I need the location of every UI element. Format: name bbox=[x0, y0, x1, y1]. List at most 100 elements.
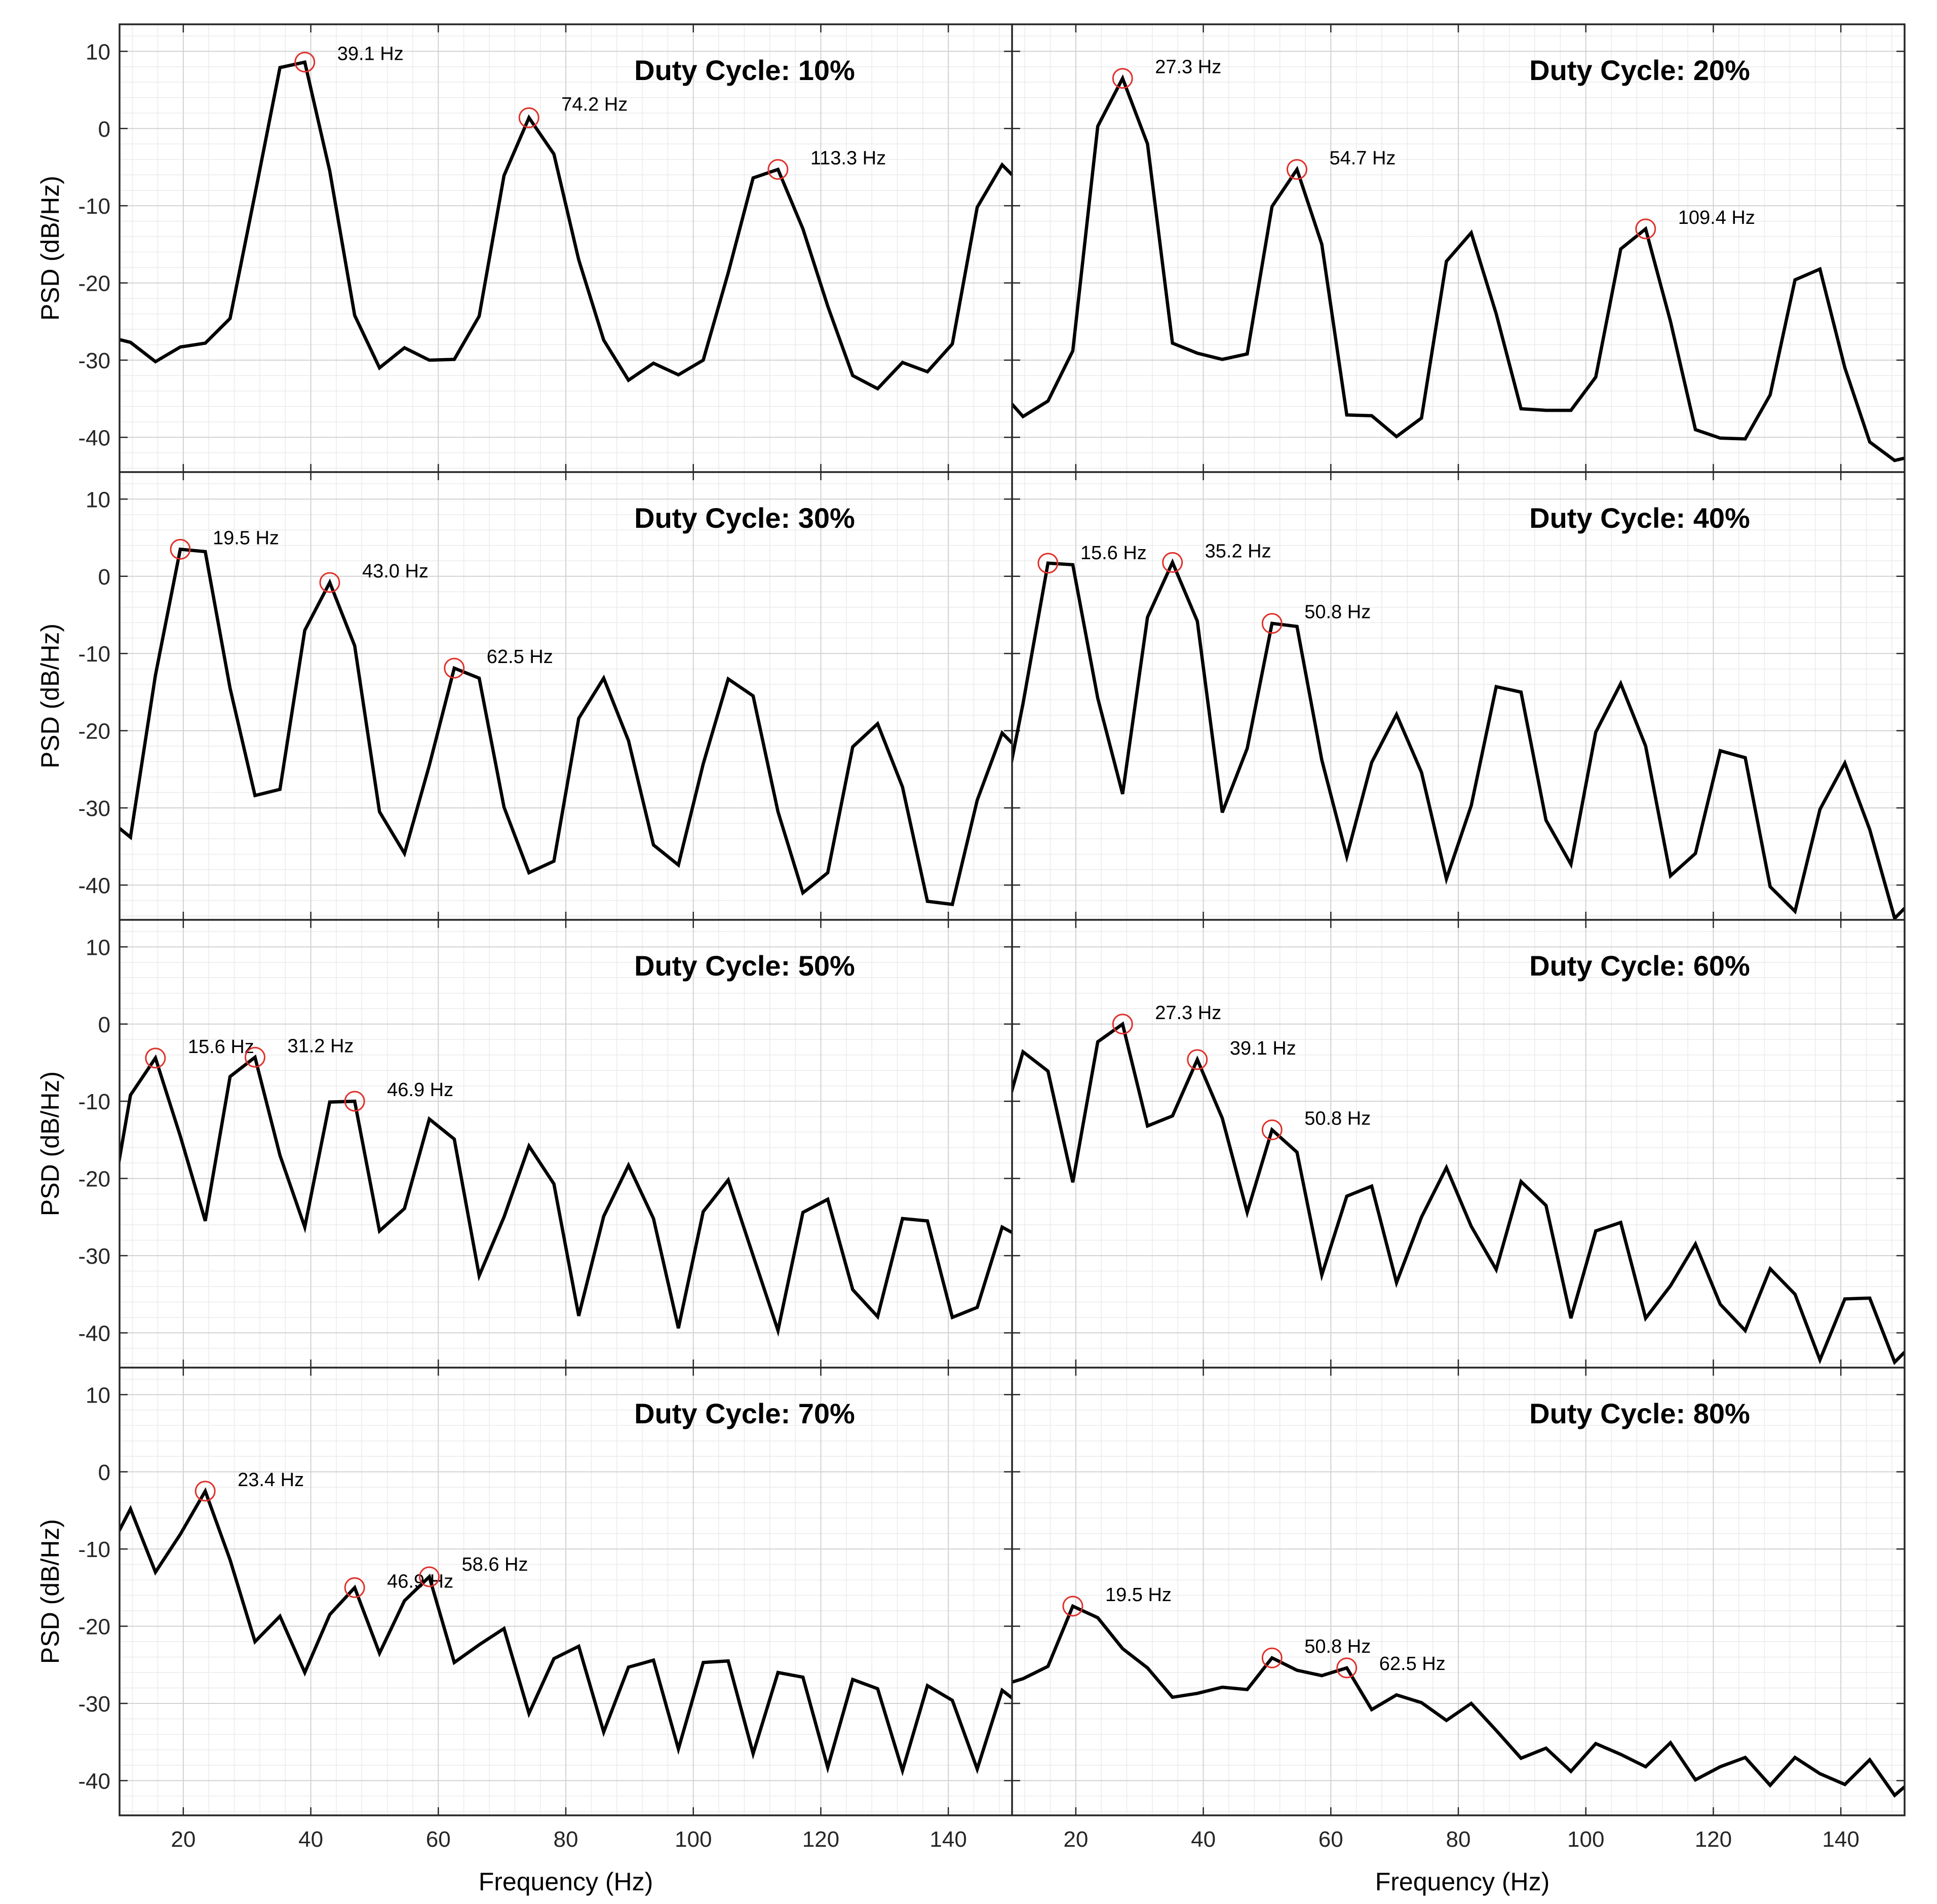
peak-label: 31.2 Hz bbox=[287, 1035, 354, 1057]
y-tick-label: -40 bbox=[78, 1321, 110, 1346]
major-grid bbox=[1012, 472, 1905, 920]
panel-duty-6: 27.3 Hz 39.1 Hz 50.8 Hz Duty Cycle: 60% bbox=[1012, 920, 1905, 1368]
y-tick-label: -20 bbox=[78, 1615, 110, 1640]
y-tick-label: -30 bbox=[78, 348, 110, 373]
peak-label: 35.2 Hz bbox=[1205, 540, 1271, 562]
peak-marker bbox=[1261, 1119, 1283, 1141]
y-tick-label: 10 bbox=[86, 935, 110, 960]
peak-marker bbox=[1037, 553, 1059, 574]
major-grid bbox=[120, 472, 1012, 920]
peak-label: 109.4 Hz bbox=[1678, 207, 1755, 228]
peak-label: 50.8 Hz bbox=[1304, 1636, 1371, 1657]
psd-series-line bbox=[1012, 1021, 1905, 1366]
panel-duty-8: 19.5 Hz 50.8 Hz 62.5 Hz Duty Cycle: 80% 20 40… bbox=[1012, 1368, 1905, 1852]
y-tick-label: -40 bbox=[78, 873, 110, 898]
y-axis-label: PSD (dB/Hz) bbox=[36, 176, 64, 321]
peak-label: 50.8 Hz bbox=[1304, 1108, 1371, 1130]
peak-label: 50.8 Hz bbox=[1304, 602, 1371, 623]
peak-marker bbox=[344, 1577, 365, 1598]
peak-label: 58.6 Hz bbox=[462, 1554, 528, 1575]
peak-marker bbox=[344, 1091, 365, 1112]
x-tick-label: 100 bbox=[1567, 1827, 1604, 1852]
x-axis-label-right: Frequency (Hz) bbox=[1375, 1868, 1550, 1896]
y-tick-label: -20 bbox=[78, 719, 110, 744]
ticks bbox=[1012, 1368, 1905, 1815]
peak-label: 27.3 Hz bbox=[1155, 1002, 1221, 1024]
peak-marker bbox=[319, 572, 340, 593]
peak-marker bbox=[1286, 159, 1307, 180]
panel-title: Duty Cycle: 60% bbox=[1529, 950, 1750, 982]
panel-title: Duty Cycle: 80% bbox=[1529, 1397, 1750, 1429]
ticks bbox=[1012, 24, 1905, 472]
psd-series-line bbox=[120, 547, 1012, 907]
y-tick-label: -30 bbox=[78, 1244, 110, 1269]
peak-marker bbox=[444, 657, 465, 679]
ticks bbox=[120, 920, 1012, 1368]
psd-series-line bbox=[120, 1054, 1012, 1337]
y-tick-label: -10 bbox=[78, 642, 110, 667]
psd-series-line bbox=[1012, 1604, 1905, 1798]
x-tick-label: 80 bbox=[554, 1827, 578, 1852]
peak-label: 19.5 Hz bbox=[1105, 1584, 1172, 1606]
y-tick-label: 0 bbox=[98, 565, 110, 590]
minor-grid bbox=[1012, 472, 1905, 920]
peak-marker bbox=[518, 107, 539, 128]
panel-title: Duty Cycle: 70% bbox=[634, 1397, 855, 1429]
y-tick-label: 0 bbox=[98, 117, 110, 142]
y-tick-label: -10 bbox=[78, 194, 110, 219]
psd-series-line bbox=[120, 1487, 1012, 1776]
peak-label: 15.6 Hz bbox=[1080, 542, 1147, 564]
peak-marker bbox=[1635, 218, 1656, 240]
y-axis-label: PSD (dB/Hz) bbox=[36, 1071, 64, 1216]
x-tick-label: 140 bbox=[929, 1827, 966, 1852]
x-axis-label-left: Frequency (Hz) bbox=[479, 1868, 653, 1896]
panel-duty-4: 15.6 Hz 35.2 Hz 50.8 Hz Duty Cycle: 40% bbox=[1012, 472, 1905, 920]
y-tick-label: -20 bbox=[78, 271, 110, 296]
ticks bbox=[1012, 472, 1905, 920]
peak-label: 15.6 Hz bbox=[188, 1036, 254, 1058]
y-axis-label: PSD (dB/Hz) bbox=[36, 1519, 64, 1664]
panel-duty-2: 27.3 Hz 54.7 Hz 109.4 Hz Duty Cycle: 20% bbox=[1012, 24, 1905, 472]
y-tick-label: -10 bbox=[78, 1090, 110, 1114]
frame bbox=[119, 23, 1906, 1816]
peak-marker bbox=[1162, 552, 1183, 573]
peak-marker bbox=[1112, 1014, 1133, 1035]
y-tick-label: -10 bbox=[78, 1537, 110, 1562]
panel-duty-3: 19.5 Hz 43.0 Hz 62.5 Hz Duty Cycle: 30% 10 0 -… bbox=[36, 472, 1012, 920]
peak-marker bbox=[244, 1046, 265, 1068]
y-tick-label: 10 bbox=[86, 40, 110, 64]
x-tick-label: 20 bbox=[171, 1827, 196, 1852]
peak-marker bbox=[1112, 68, 1133, 89]
x-tick-label: 40 bbox=[1191, 1827, 1216, 1852]
peak-marker bbox=[1336, 1657, 1358, 1679]
y-tick-label: -30 bbox=[78, 796, 110, 821]
peak-marker bbox=[195, 1481, 216, 1502]
ticks bbox=[120, 24, 1012, 472]
peak-label: 46.9 Hz bbox=[387, 1079, 453, 1101]
peak-label: 62.5 Hz bbox=[487, 646, 553, 668]
psd-series-line bbox=[1012, 558, 1905, 920]
peak-label: 39.1 Hz bbox=[1230, 1038, 1296, 1059]
panel-duty-5: 15.6 Hz 31.2 Hz 46.9 Hz Duty Cycle: 50% 10 0 -… bbox=[36, 920, 1012, 1368]
y-tick-label: 0 bbox=[98, 1460, 110, 1485]
peak-marker bbox=[419, 1566, 440, 1587]
y-tick-label: -40 bbox=[78, 425, 110, 450]
panel-title: Duty Cycle: 40% bbox=[1529, 502, 1750, 534]
major-grid bbox=[120, 920, 1012, 1368]
ticks bbox=[120, 472, 1012, 920]
panel-title: Duty Cycle: 20% bbox=[1529, 54, 1750, 86]
peak-marker bbox=[170, 538, 191, 560]
panel-duty-1: 39.1 Hz 74.2 Hz 113.3 Hz Duty Cycle: 10% 10 0… bbox=[36, 24, 1012, 472]
x-tick-label: 60 bbox=[426, 1827, 451, 1852]
x-tick-label: 100 bbox=[675, 1827, 712, 1852]
major-grid bbox=[1012, 1368, 1905, 1815]
peak-label: 27.3 Hz bbox=[1155, 57, 1221, 78]
peak-marker bbox=[1261, 613, 1283, 634]
y-axis-label: PSD (dB/Hz) bbox=[36, 624, 64, 768]
peak-marker bbox=[1261, 1647, 1283, 1668]
x-tick-label: 120 bbox=[1695, 1827, 1732, 1852]
x-tick-label: 40 bbox=[298, 1827, 323, 1852]
ticks bbox=[120, 1368, 1012, 1815]
